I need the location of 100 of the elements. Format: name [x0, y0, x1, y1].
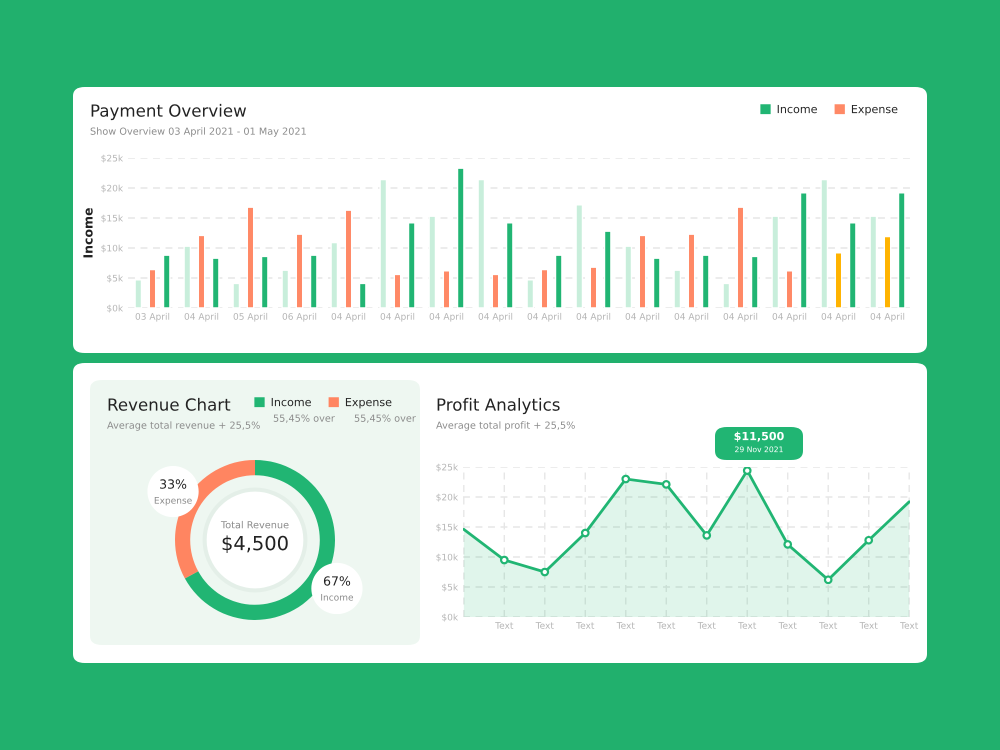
y-tick-label: $25k	[101, 154, 124, 163]
legend-label: Expense	[852, 104, 898, 116]
bar	[358, 282, 367, 308]
bar	[848, 222, 857, 308]
x-tick-label: Text	[495, 622, 514, 629]
bar	[379, 178, 388, 308]
x-tick-label: Text	[576, 622, 594, 629]
bar	[134, 279, 142, 308]
text: Total Revenue	[220, 520, 289, 528]
bar	[526, 279, 534, 308]
x-tick-label: 04 April	[184, 312, 218, 322]
x-tick-label: Text	[536, 622, 554, 629]
y-tick-label: $10k	[436, 554, 458, 562]
point	[742, 467, 752, 475]
x-tick-label: Text	[860, 622, 878, 629]
point	[824, 575, 833, 584]
x-tick-label: 04 April	[626, 312, 660, 322]
legend-label: Income	[778, 104, 817, 114]
chart-title: Payment Overview	[92, 104, 246, 120]
x-tick-label: Text	[616, 622, 635, 629]
bar	[590, 266, 598, 308]
x-tick-label: 04 April	[822, 312, 856, 322]
x-tick-label: 04 April	[870, 312, 904, 322]
point	[864, 536, 874, 545]
x-tick-label: Text	[778, 622, 797, 629]
bar	[492, 274, 500, 308]
bar	[604, 230, 612, 308]
bar	[786, 270, 794, 308]
bar	[702, 254, 710, 308]
bar	[869, 216, 878, 308]
slice-label: Income	[321, 594, 354, 601]
chart-title: Revenue Chart	[108, 398, 230, 411]
bar	[554, 254, 563, 308]
x-tick-label: 04 April	[772, 312, 806, 322]
legend-label: Expense	[346, 398, 392, 408]
x-tick-label: 04 April	[478, 312, 512, 322]
y-tick-label: $20k	[436, 494, 458, 502]
y-tick-label: $0k	[107, 304, 124, 313]
x-tick-label: 04 April	[430, 312, 464, 322]
bar	[246, 206, 254, 308]
chart-subtitle: Average total profit + 25,5%	[436, 421, 575, 431]
x-tick-label: 05 April	[234, 312, 268, 322]
y-tick-label: $15k	[101, 214, 124, 223]
bar	[477, 178, 486, 308]
bar	[750, 256, 759, 308]
bar	[162, 254, 171, 308]
x-tick-label: Text	[698, 622, 716, 629]
x-tick-label: Text	[657, 622, 676, 629]
bar	[344, 210, 352, 308]
bar	[212, 258, 220, 308]
x-tick-label: 04 April	[332, 312, 366, 322]
text: 55,45% over	[354, 414, 416, 423]
bar	[281, 270, 290, 308]
x-tick-label: 04 April	[674, 312, 708, 322]
x-tick-label: 03 April	[136, 312, 170, 322]
y-tick-label: $20k	[101, 184, 124, 193]
text: 55,45% over	[274, 414, 335, 423]
y-tick-label: $0k	[442, 614, 458, 622]
point	[702, 531, 712, 540]
bar	[884, 236, 892, 308]
slice-label: Expense	[154, 497, 192, 506]
bar	[260, 256, 269, 308]
bar	[428, 216, 436, 308]
point	[783, 540, 792, 549]
bar	[232, 282, 240, 308]
chart-subtitle: Show Overview 03 April 2021 - 01 May 2021	[90, 127, 306, 137]
y-tick-label: $15k	[436, 524, 458, 532]
y-tick-label: $10k	[101, 244, 124, 253]
bar	[898, 192, 906, 308]
data-label: 67%	[324, 576, 350, 586]
x-tick-label: Text	[738, 622, 756, 629]
y-tick-label: $5k	[442, 584, 458, 592]
bar	[456, 168, 465, 308]
bar	[310, 254, 318, 308]
data-label: 33%	[160, 479, 186, 489]
bar	[736, 206, 744, 308]
x-tick-label: 06 April	[282, 312, 316, 322]
bar	[722, 282, 730, 308]
bar	[394, 274, 402, 308]
bar	[330, 242, 338, 308]
bar	[408, 222, 416, 308]
bar	[540, 268, 548, 308]
point	[580, 528, 590, 538]
text: $4,500	[222, 535, 288, 554]
bar	[198, 234, 206, 308]
legend-label: Income	[272, 398, 311, 406]
point	[500, 556, 509, 564]
point	[540, 568, 550, 576]
bar	[820, 178, 828, 308]
bar	[673, 270, 682, 308]
chart-title: Profit Analytics	[438, 398, 560, 414]
bar	[834, 252, 842, 308]
x-tick-label: 04 April	[528, 312, 562, 322]
x-tick-label: Text	[819, 622, 838, 629]
point	[662, 480, 671, 489]
bar	[652, 258, 661, 308]
y-tick-label: $25k	[436, 464, 458, 472]
bar	[575, 204, 584, 308]
y-tick-label: $5k	[107, 274, 124, 283]
bar	[688, 234, 696, 308]
